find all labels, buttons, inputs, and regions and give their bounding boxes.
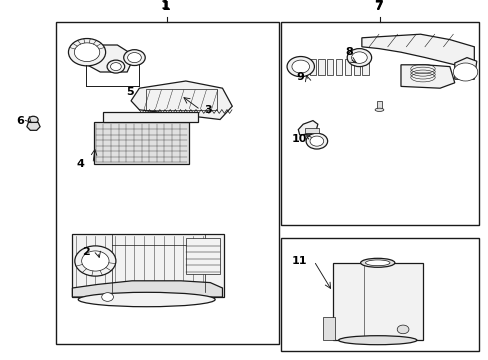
Text: 10: 10 (291, 134, 306, 144)
Text: 11: 11 (291, 256, 306, 266)
Circle shape (305, 133, 327, 149)
Circle shape (74, 43, 100, 62)
Bar (353, 59, 359, 75)
Text: 7: 7 (374, 0, 383, 12)
Bar (281, 22, 478, 225)
Circle shape (75, 246, 116, 276)
Circle shape (309, 136, 323, 146)
Bar (102, 112, 198, 122)
Polygon shape (87, 45, 134, 72)
Bar (376, 101, 382, 110)
Ellipse shape (365, 260, 389, 266)
Bar (281, 238, 478, 351)
Bar (322, 317, 334, 340)
Bar (145, 89, 216, 110)
Polygon shape (131, 81, 232, 120)
Polygon shape (400, 65, 454, 88)
Bar (72, 234, 224, 297)
Bar (56, 22, 278, 344)
Circle shape (291, 60, 309, 73)
Bar (185, 238, 220, 274)
Circle shape (351, 52, 366, 63)
Circle shape (28, 116, 38, 123)
Bar (335, 59, 342, 75)
Polygon shape (361, 34, 473, 65)
Bar (326, 59, 333, 75)
Ellipse shape (374, 108, 383, 112)
Bar (300, 59, 306, 75)
Bar (362, 59, 368, 75)
Circle shape (81, 251, 109, 271)
Circle shape (452, 63, 477, 81)
Text: 3: 3 (203, 105, 211, 115)
Bar (304, 128, 319, 133)
Bar (332, 263, 422, 340)
Ellipse shape (360, 258, 394, 267)
Bar (309, 59, 315, 75)
Bar (318, 59, 324, 75)
Circle shape (107, 60, 124, 73)
Bar (94, 122, 189, 164)
Polygon shape (27, 122, 40, 130)
Polygon shape (72, 281, 222, 297)
Text: 4: 4 (77, 159, 84, 169)
Circle shape (123, 50, 145, 66)
Bar (344, 59, 350, 75)
Ellipse shape (338, 336, 416, 345)
Circle shape (68, 39, 105, 66)
Text: 6: 6 (17, 116, 24, 126)
Circle shape (102, 293, 113, 301)
Text: 5: 5 (125, 87, 133, 97)
Text: 1: 1 (162, 0, 170, 13)
Text: 8: 8 (345, 47, 353, 57)
Text: 1: 1 (161, 0, 169, 12)
Ellipse shape (78, 292, 215, 307)
Circle shape (396, 325, 408, 334)
Circle shape (346, 49, 371, 67)
Polygon shape (298, 121, 317, 135)
Circle shape (127, 53, 141, 63)
Text: 9: 9 (296, 72, 304, 82)
Text: 2: 2 (81, 247, 89, 257)
Circle shape (286, 57, 314, 77)
Polygon shape (454, 58, 476, 79)
Circle shape (110, 63, 121, 71)
Text: 7: 7 (374, 0, 383, 13)
